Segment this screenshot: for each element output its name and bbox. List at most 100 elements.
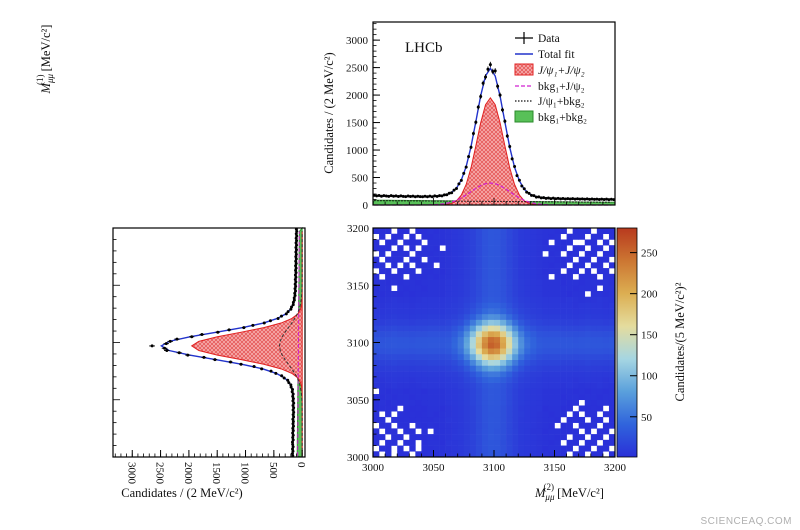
colorbar-tick-label: 150: [641, 330, 658, 342]
heatmap-cell: [602, 302, 610, 309]
legend-label: Total fit: [538, 49, 575, 61]
data-point: [479, 94, 483, 98]
x-tick-label: 3000: [362, 462, 385, 474]
heatmap-cell: [379, 319, 386, 326]
heatmap-cell: [481, 331, 489, 338]
heatmap-cell: [439, 439, 446, 446]
heatmap-cell: [427, 228, 434, 235]
heatmap-cell: [445, 353, 452, 360]
heatmap-cell: [427, 285, 434, 292]
heatmap-cell: [518, 411, 525, 418]
heatmap-cell: [548, 382, 555, 389]
heatmap-cell: [481, 319, 489, 326]
data-point: [522, 187, 526, 191]
data-point: [291, 403, 295, 407]
heatmap-cell: [415, 434, 422, 441]
heatmap-cell: [421, 382, 428, 389]
heatmap-cell: [457, 353, 465, 360]
legend-label: Data: [538, 33, 560, 45]
heatmap-cell: [596, 262, 604, 269]
heatmap-cell: [403, 353, 410, 360]
heatmap-cell: [427, 239, 434, 246]
heatmap-cell: [542, 290, 549, 297]
heatmap-cell: [373, 434, 380, 441]
heatmap-cell: [548, 268, 555, 275]
heatmap-cell: [385, 405, 392, 412]
heatmap-cell: [590, 405, 598, 412]
heatmap-cell: [608, 228, 616, 235]
heatmap-cell: [391, 405, 398, 412]
heatmap-cell: [397, 353, 404, 360]
heatmap-cell: [548, 422, 555, 429]
heatmap-cell: [439, 313, 446, 320]
heatmap-cell: [596, 376, 604, 383]
heatmap-cell: [542, 416, 549, 423]
heatmap-cell: [403, 382, 410, 389]
data-point: [452, 188, 456, 192]
heatmap-cell: [421, 388, 428, 395]
heatmap-cell: [524, 416, 531, 423]
heatmap-cell: [457, 405, 465, 412]
heatmap-cell: [439, 371, 446, 378]
heatmap-cell: [566, 382, 573, 389]
heatmap-cell: [596, 228, 604, 235]
heatmap-cell: [524, 388, 531, 395]
heatmap-cell: [397, 245, 404, 252]
heatmap-cell: [451, 245, 458, 252]
heatmap-cell: [506, 285, 513, 292]
left-curves: [159, 226, 303, 458]
heatmap-cell: [602, 228, 610, 235]
heatmap-cell: [397, 313, 404, 320]
heatmap-cell: [379, 382, 386, 389]
heatmap-cell: [469, 308, 477, 315]
heatmap-cell: [397, 319, 404, 326]
heatmap-cell: [590, 411, 598, 418]
heatmap-cell: [415, 279, 422, 286]
heatmap-cell: [608, 290, 616, 297]
legend-label: bkg₁+J/ψ₂: [538, 81, 585, 93]
heatmap-cell: [572, 399, 579, 406]
heatmap-cell: [566, 325, 573, 332]
heatmap-cell: [439, 239, 446, 246]
heatmap-cell: [379, 228, 386, 235]
heatmap-cell: [512, 308, 519, 315]
heatmap-cell: [475, 296, 483, 303]
heatmap-cell: [373, 336, 380, 343]
heatmap-cell: [391, 399, 398, 406]
heatmap-cell: [397, 336, 404, 343]
heatmap-cell: [373, 296, 380, 303]
heatmap-cell: [554, 371, 561, 378]
data-point: [292, 415, 296, 419]
heatmap-cell: [596, 434, 604, 441]
heatmap-cell: [494, 313, 501, 320]
heatmap-cell: [481, 382, 489, 389]
legend-label: bkg₁+bkg₂: [538, 112, 587, 124]
heatmap-cell: [578, 313, 586, 320]
heatmap-cell: [463, 331, 471, 338]
heatmap-cell: [566, 388, 573, 395]
heatmap-cell: [439, 359, 446, 366]
heatmap-cell: [397, 388, 404, 395]
heatmap-cell: [590, 302, 598, 309]
heatmap-cell: [421, 262, 428, 269]
data-point: [295, 239, 299, 243]
heatmap-cell: [373, 308, 380, 315]
heatmap-cell: [572, 319, 579, 326]
heatmap-cell: [433, 268, 440, 275]
heatmap-cell: [403, 313, 410, 320]
data-point: [291, 394, 295, 398]
heatmap-cell: [379, 325, 386, 332]
heatmap-cell: [542, 308, 549, 315]
heatmap-cell: [524, 273, 531, 280]
heatmap-cell: [469, 411, 477, 418]
heatmap-cell: [530, 411, 537, 418]
heatmap-cell: [584, 273, 592, 280]
heatmap-cell: [554, 290, 561, 297]
heatmap-cell: [572, 439, 579, 446]
heatmap-cell: [391, 394, 398, 401]
heatmap-cell: [433, 228, 440, 235]
heatmap-cell: [433, 233, 440, 240]
heatmap-cell: [445, 422, 452, 429]
heatmap-cell: [548, 353, 555, 360]
heatmap-cell: [415, 359, 422, 366]
